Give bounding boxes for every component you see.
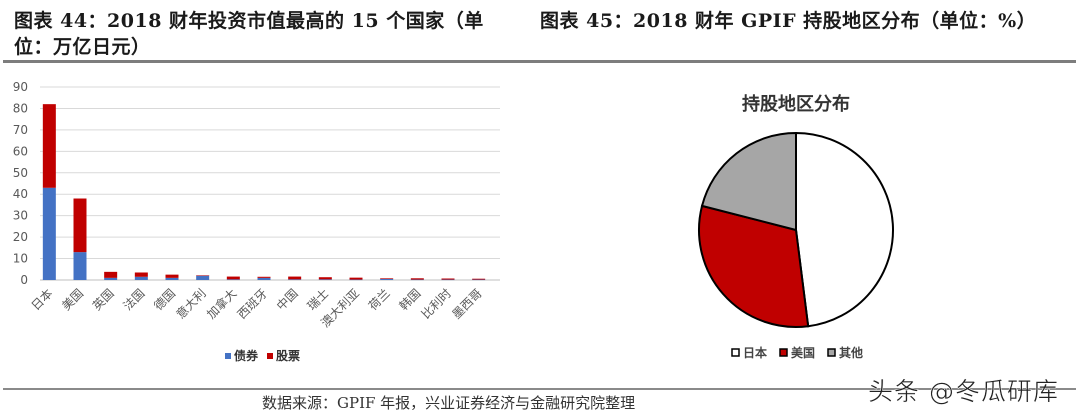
y-tick-label: 70	[13, 123, 28, 137]
bar-segment-bonds	[441, 279, 455, 281]
pie-title: 持股地区分布	[742, 93, 850, 115]
bar-segment-bonds	[104, 277, 118, 280]
bar-legend: 债券 股票	[225, 348, 300, 363]
x-tick-label: 加拿大	[203, 286, 239, 322]
bar-segment-bonds	[288, 279, 302, 280]
source-note: 数据来源：GPIF 年报，兴业证券经济与金融研究院整理	[262, 394, 636, 412]
y-tick-label: 30	[13, 209, 28, 223]
bar-segment-equities	[226, 276, 240, 280]
pie-slice-usa	[698, 204, 810, 328]
bar-segment-bonds	[226, 279, 240, 280]
top-divider	[3, 60, 1076, 63]
pie-chart: 持股地区分布 日本 美国 其他	[698, 93, 894, 360]
x-tick-label: 英国	[90, 286, 117, 313]
legend-label: 股票	[276, 348, 300, 363]
legend-swatch-bonds	[225, 353, 231, 359]
bar-segment-bonds	[134, 276, 148, 280]
pie-legend-swatch	[731, 348, 740, 357]
pie-slice-japan	[795, 131, 894, 328]
watermark: 头条 @冬瓜研库	[868, 377, 1059, 407]
bar-segment-bonds	[196, 275, 210, 280]
y-tick-label: 20	[13, 230, 28, 244]
x-tick-label: 德国	[151, 286, 179, 314]
bar-segment-equities	[349, 277, 363, 280]
bar-segment-bonds	[380, 278, 394, 280]
legend-label: 债券	[234, 348, 259, 363]
y-tick-label: 50	[13, 166, 28, 180]
x-tick-label: 法国	[121, 286, 148, 313]
y-tick-label: 0	[20, 273, 28, 287]
x-tick-label: 中国	[273, 286, 301, 314]
bar-segment-bonds	[410, 279, 424, 281]
left-figure-title: 图表 44：2018 财年投资市值最高的 15 个国家（单位：万亿日元）	[14, 10, 484, 58]
bar-segment-bonds	[318, 279, 332, 280]
bar-segment-equities	[73, 198, 87, 253]
bar-segment-equities	[134, 272, 148, 277]
bar-segment-bonds	[349, 279, 363, 281]
y-tick-label: 10	[13, 252, 28, 266]
pie-legend-label: 日本	[743, 345, 767, 360]
x-tick-label: 荷兰	[366, 286, 393, 313]
x-tick-label: 西班牙	[235, 286, 270, 321]
bottom-divider	[3, 388, 1076, 390]
bar-segment-equities	[318, 277, 332, 280]
y-tick-label: 40	[13, 187, 28, 201]
y-tick-label: 80	[13, 101, 28, 115]
bar-segment-bonds	[257, 277, 271, 280]
bar-segment-equities	[472, 278, 486, 280]
pie-legend-label: 其他	[839, 345, 863, 360]
right-figure-title: 图表 45：2018 财年 GPIF 持股地区分布（单位：%）	[540, 10, 1037, 32]
bar-segment-equities	[196, 275, 210, 276]
bar-segment-bonds	[165, 277, 179, 280]
bar-segment-bonds	[73, 252, 87, 280]
bar-series	[42, 104, 486, 281]
y-tick-label: 90	[13, 80, 28, 94]
pie-legend: 日本 美国 其他	[731, 345, 863, 360]
bar-segment-equities	[441, 278, 455, 280]
legend-swatch-equities	[267, 353, 273, 359]
x-tick-label: 日本	[29, 286, 56, 313]
x-tick-label: 美国	[59, 286, 86, 313]
x-tick-label: 墨西哥	[449, 286, 484, 321]
x-tick-label: 比利时	[419, 286, 454, 321]
x-tick-label: 韩国	[396, 286, 424, 314]
pie-slice-other	[700, 131, 797, 232]
bar-y-axis-ticks: 0 10 20 30 40 50 60 70 80 90	[13, 80, 28, 287]
bar-segment-equities	[165, 274, 179, 278]
y-tick-label: 60	[13, 144, 28, 158]
pie-legend-swatch	[827, 348, 836, 357]
bar-segment-equities	[42, 104, 56, 188]
bar-segment-bonds	[472, 279, 486, 281]
pie-slices	[698, 131, 894, 328]
bar-segment-equities	[104, 271, 118, 278]
x-tick-label: 意大利	[173, 286, 209, 322]
bar-segment-equities	[380, 278, 394, 279]
pie-legend-swatch	[779, 348, 788, 357]
bar-segment-equities	[288, 276, 302, 280]
bar-gridlines	[40, 86, 500, 281]
bar-segment-equities	[410, 278, 424, 280]
pie-legend-label: 美国	[791, 345, 815, 360]
stacked-bar-chart: 0 10 20 30 40 50 60 70 80 90 日本 美国 英国 法国 德国意大利加拿大西班牙中…	[13, 80, 500, 363]
bar-segment-equities	[257, 276, 271, 278]
x-tick-label: 瑞士	[305, 286, 332, 313]
bar-segment-bonds	[42, 187, 56, 280]
